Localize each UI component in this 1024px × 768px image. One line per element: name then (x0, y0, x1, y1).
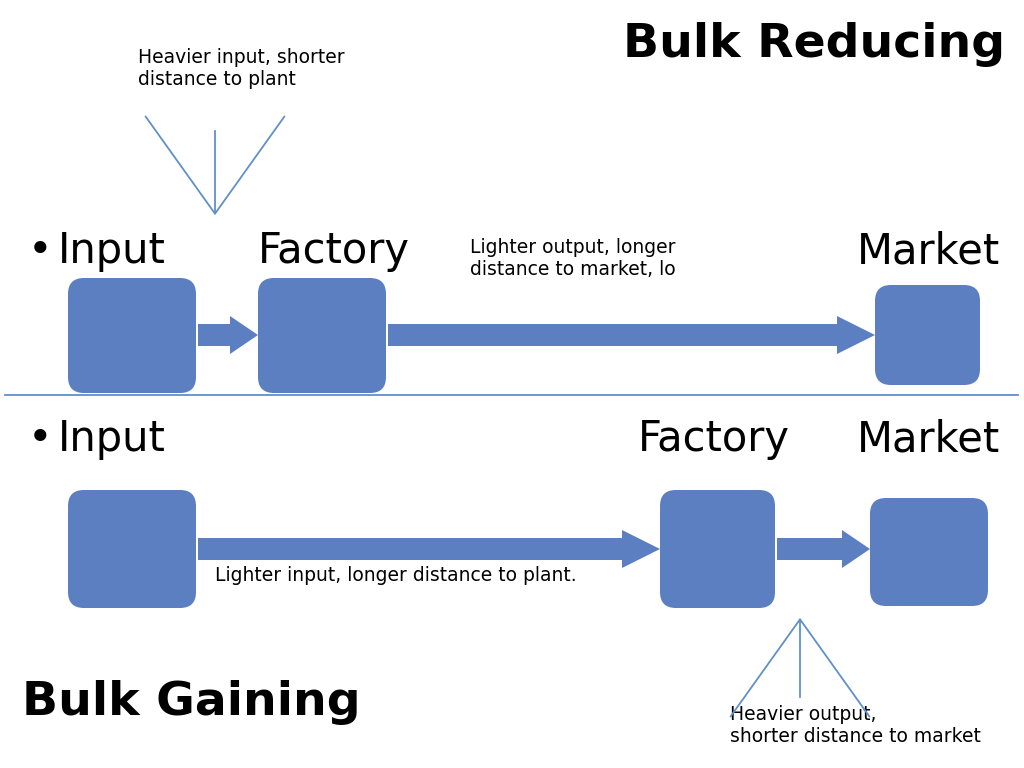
Text: Market: Market (857, 418, 1000, 460)
Polygon shape (388, 316, 874, 354)
FancyBboxPatch shape (870, 498, 988, 606)
Text: •: • (28, 418, 52, 460)
Text: Market: Market (857, 230, 1000, 272)
Text: Lighter output, longer
distance to market, lo: Lighter output, longer distance to marke… (470, 238, 676, 279)
Text: Bulk Gaining: Bulk Gaining (22, 680, 360, 725)
FancyBboxPatch shape (874, 285, 980, 385)
Text: Input: Input (58, 230, 166, 272)
Polygon shape (777, 530, 870, 568)
Text: Factory: Factory (638, 418, 790, 460)
FancyBboxPatch shape (660, 490, 775, 608)
Text: Lighter input, longer distance to plant.: Lighter input, longer distance to plant. (215, 566, 577, 585)
Text: Heavier input, shorter
distance to plant: Heavier input, shorter distance to plant (138, 48, 345, 89)
Text: Bulk Reducing: Bulk Reducing (623, 22, 1005, 67)
Text: Heavier output,
shorter distance to market: Heavier output, shorter distance to mark… (730, 705, 981, 746)
Text: Input: Input (58, 418, 166, 460)
Text: Factory: Factory (258, 230, 410, 272)
FancyBboxPatch shape (258, 278, 386, 393)
Text: •: • (28, 230, 52, 272)
Polygon shape (198, 530, 660, 568)
Polygon shape (198, 316, 258, 354)
FancyBboxPatch shape (68, 490, 196, 608)
FancyBboxPatch shape (68, 278, 196, 393)
